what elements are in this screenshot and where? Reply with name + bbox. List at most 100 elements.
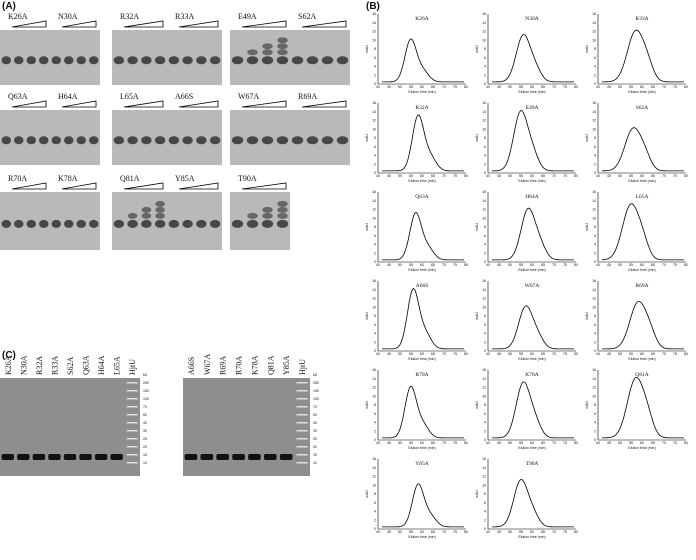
x-tick-label: 60 bbox=[640, 441, 644, 445]
ladder-band bbox=[296, 422, 308, 424]
x-tick-label: 80 bbox=[464, 530, 468, 534]
marker-label: 50 bbox=[143, 413, 147, 417]
y-tick-label: 4 bbox=[484, 154, 486, 158]
shifted-band bbox=[127, 212, 138, 219]
gel-band bbox=[113, 56, 125, 65]
ladder-band bbox=[126, 446, 138, 448]
x-tick-label: 80 bbox=[684, 85, 688, 89]
gel-band bbox=[154, 136, 166, 145]
x-tick-label: 65 bbox=[431, 263, 435, 267]
elution-curve bbox=[492, 207, 574, 261]
y-tick-label: 12 bbox=[592, 119, 596, 123]
gel-image bbox=[112, 192, 222, 250]
gel-band bbox=[1, 136, 11, 145]
y-tick-label: 2 bbox=[484, 429, 486, 433]
y-tick-label: 12 bbox=[592, 297, 596, 301]
x-tick-label: 50 bbox=[618, 441, 622, 445]
gel-band bbox=[246, 56, 259, 65]
shifted-band bbox=[155, 212, 165, 219]
y-tick-label: 0 bbox=[484, 349, 486, 353]
x-tick-label: 75 bbox=[673, 352, 677, 356]
x-tick-label: 70 bbox=[442, 174, 446, 178]
y-tick-label: 12 bbox=[482, 208, 486, 212]
sds-gel-image bbox=[183, 378, 310, 476]
y-tick-label: 14 bbox=[592, 199, 596, 203]
y-tick-label: 2 bbox=[594, 340, 596, 344]
y-axis-label: mAU bbox=[365, 223, 369, 231]
x-tick-label: 70 bbox=[662, 441, 666, 445]
gel-band bbox=[276, 56, 289, 65]
gel-band bbox=[89, 219, 99, 228]
gel-band bbox=[89, 136, 99, 145]
y-tick-label: 0 bbox=[594, 171, 596, 175]
shifted-band bbox=[277, 200, 288, 207]
y-tick-label: 0 bbox=[374, 82, 376, 86]
x-tick-label: 65 bbox=[651, 352, 655, 356]
lane-group-label: L65A bbox=[120, 92, 139, 101]
gel-band bbox=[336, 56, 349, 65]
x-tick-label: 55 bbox=[629, 263, 633, 267]
x-tick-label: 45 bbox=[607, 174, 611, 178]
x-axis-label: Elution time (min) bbox=[408, 535, 435, 539]
x-tick-label: 65 bbox=[651, 441, 655, 445]
y-tick-label: 16 bbox=[482, 101, 486, 105]
y-tick-label: 8 bbox=[594, 314, 596, 318]
panel-label: (B) bbox=[366, 1, 380, 12]
protein-band bbox=[17, 454, 30, 460]
y-tick-label: 8 bbox=[374, 314, 376, 318]
x-tick-label: 45 bbox=[607, 263, 611, 267]
x-tick-label: 70 bbox=[662, 263, 666, 267]
x-axis-label: Elution time (min) bbox=[628, 179, 655, 183]
x-tick-label: 70 bbox=[552, 85, 556, 89]
shifted-band bbox=[277, 212, 288, 219]
y-tick-label: 4 bbox=[484, 243, 486, 247]
marker-label: 150 bbox=[313, 389, 319, 393]
elution-curve bbox=[601, 127, 684, 172]
marker-label: 100 bbox=[143, 397, 149, 401]
y-tick-label: 12 bbox=[372, 475, 376, 479]
y-tick-label: 4 bbox=[484, 65, 486, 69]
x-tick-label: 55 bbox=[409, 352, 413, 356]
ladder-band bbox=[296, 406, 308, 408]
y-tick-label: 12 bbox=[592, 208, 596, 212]
protein-band bbox=[263, 454, 277, 460]
x-tick-label: 65 bbox=[541, 530, 545, 534]
ladder-band bbox=[296, 398, 308, 400]
y-tick-label: 10 bbox=[482, 127, 486, 131]
x-tick-label: 45 bbox=[387, 85, 391, 89]
y-tick-label: 4 bbox=[374, 332, 376, 336]
y-tick-label: 6 bbox=[374, 501, 376, 505]
gradient-wedge bbox=[61, 20, 97, 28]
y-tick-label: 10 bbox=[372, 38, 376, 42]
x-tick-label: 70 bbox=[662, 352, 666, 356]
plot-title: R32A bbox=[415, 105, 428, 111]
protein-band bbox=[63, 454, 77, 460]
y-tick-label: 8 bbox=[374, 403, 376, 407]
x-tick-label: 55 bbox=[519, 85, 523, 89]
x-tick-label: 55 bbox=[629, 174, 633, 178]
lane-group-label: R69A bbox=[298, 92, 317, 101]
marker-label: 30 bbox=[143, 429, 147, 433]
x-axis-label: Elution time (min) bbox=[408, 179, 435, 183]
y-tick-label: 10 bbox=[372, 305, 376, 309]
marker-label: 100 bbox=[313, 397, 319, 401]
marker-label: 20 bbox=[313, 445, 317, 449]
y-tick-label: 0 bbox=[374, 260, 376, 264]
x-axis-label: Elution time (min) bbox=[408, 446, 435, 450]
plot-title: R70A bbox=[415, 372, 428, 378]
y-tick-label: 14 bbox=[372, 466, 376, 470]
y-tick-label: 16 bbox=[372, 101, 376, 105]
x-tick-label: 45 bbox=[497, 352, 501, 356]
lane-group-label: H64A bbox=[58, 92, 78, 101]
y-tick-label: 2 bbox=[594, 429, 596, 433]
x-tick-label: 50 bbox=[618, 85, 622, 89]
x-tick-label: 45 bbox=[387, 441, 391, 445]
shifted-band bbox=[247, 49, 258, 56]
gel-band bbox=[231, 56, 244, 65]
shifted-band bbox=[277, 37, 288, 44]
y-tick-label: 10 bbox=[372, 394, 376, 398]
y-axis-label: mAU bbox=[585, 45, 589, 53]
x-tick-label: 80 bbox=[464, 352, 468, 356]
x-tick-label: 60 bbox=[420, 441, 424, 445]
gel-image bbox=[230, 30, 350, 85]
